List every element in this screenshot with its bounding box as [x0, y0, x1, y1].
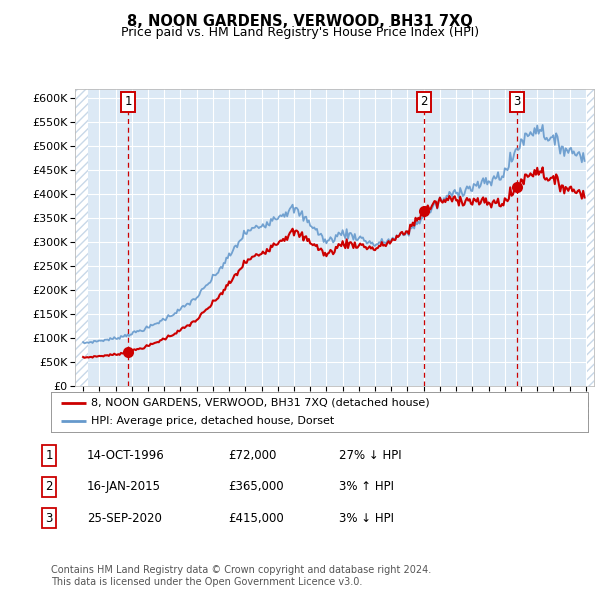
Text: 3% ↑ HPI: 3% ↑ HPI	[339, 480, 394, 493]
Text: 14-OCT-1996: 14-OCT-1996	[87, 449, 165, 462]
Text: £415,000: £415,000	[228, 512, 284, 525]
Text: 27% ↓ HPI: 27% ↓ HPI	[339, 449, 401, 462]
Text: 3: 3	[46, 512, 53, 525]
Text: 16-JAN-2015: 16-JAN-2015	[87, 480, 161, 493]
Text: 2: 2	[46, 480, 53, 493]
Bar	[75, 88, 88, 386]
Text: £365,000: £365,000	[228, 480, 284, 493]
Text: HPI: Average price, detached house, Dorset: HPI: Average price, detached house, Dors…	[91, 416, 335, 426]
Bar	[587, 88, 594, 386]
Text: 3: 3	[513, 96, 520, 109]
Text: Contains HM Land Registry data © Crown copyright and database right 2024.
This d: Contains HM Land Registry data © Crown c…	[51, 565, 431, 587]
Text: Price paid vs. HM Land Registry's House Price Index (HPI): Price paid vs. HM Land Registry's House …	[121, 26, 479, 39]
Text: 8, NOON GARDENS, VERWOOD, BH31 7XQ (detached house): 8, NOON GARDENS, VERWOOD, BH31 7XQ (deta…	[91, 398, 430, 408]
Text: 8, NOON GARDENS, VERWOOD, BH31 7XQ: 8, NOON GARDENS, VERWOOD, BH31 7XQ	[127, 14, 473, 28]
Text: 1: 1	[46, 449, 53, 462]
Text: 25-SEP-2020: 25-SEP-2020	[87, 512, 162, 525]
Text: 1: 1	[125, 96, 132, 109]
Text: 2: 2	[421, 96, 428, 109]
Text: £72,000: £72,000	[228, 449, 277, 462]
Text: 3% ↓ HPI: 3% ↓ HPI	[339, 512, 394, 525]
